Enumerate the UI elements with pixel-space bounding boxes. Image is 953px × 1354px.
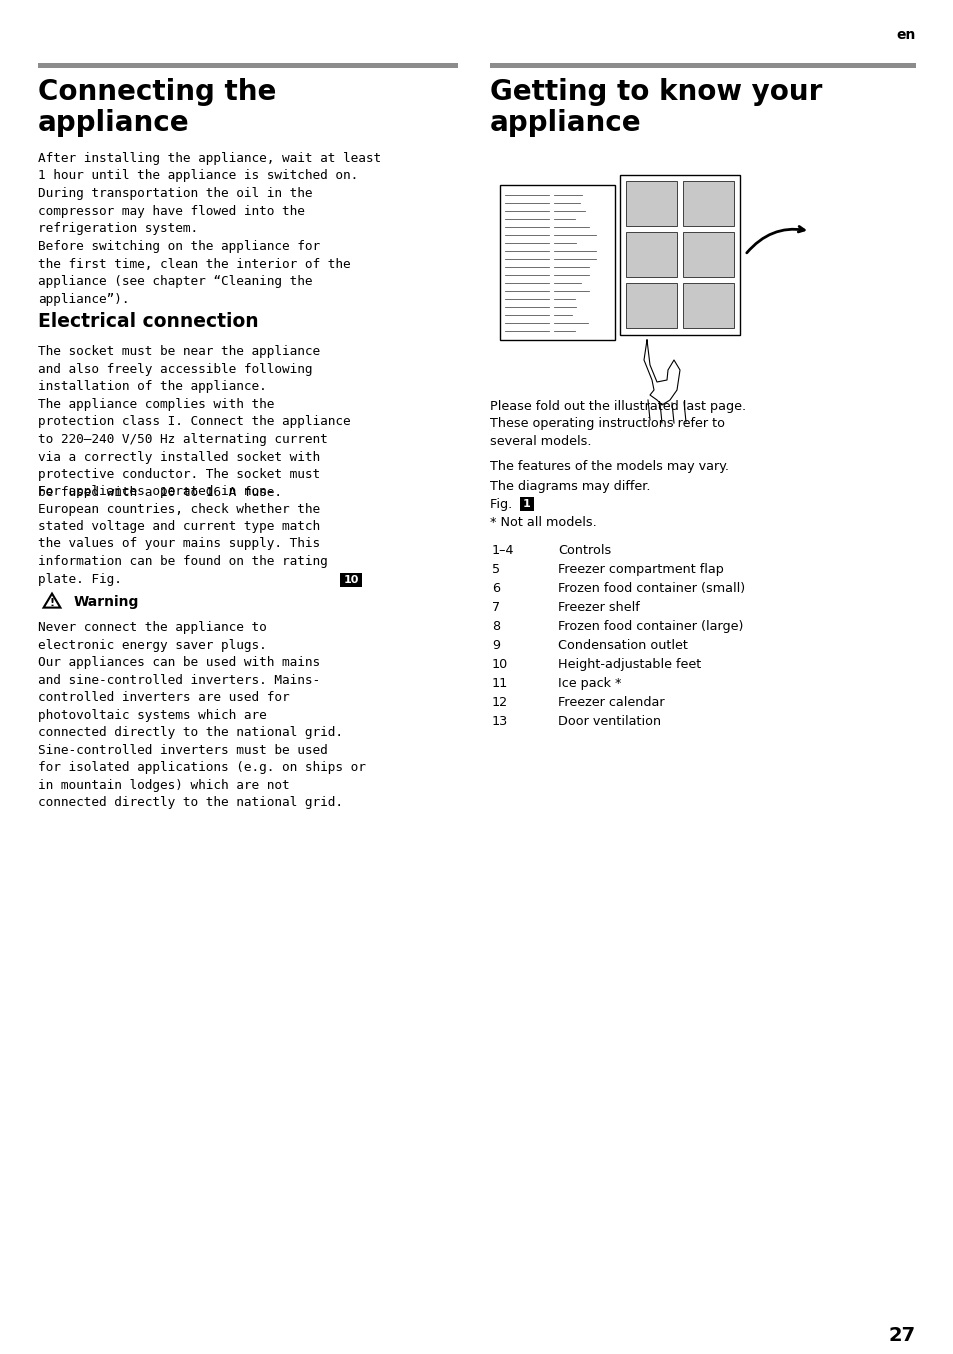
Text: 10: 10 [343, 575, 358, 585]
Text: Warning: Warning [74, 594, 139, 609]
Text: Frozen food container (large): Frozen food container (large) [558, 620, 742, 634]
Text: Door ventilation: Door ventilation [558, 715, 660, 728]
Bar [682, 283, 733, 328]
Bar [619, 175, 740, 334]
Text: 6: 6 [492, 582, 499, 594]
Text: The features of the models may vary.: The features of the models may vary. [490, 460, 728, 473]
Text: Connecting the
appliance: Connecting the appliance [38, 79, 276, 137]
Text: The appliance complies with the
protection class I. Connect the appliance
to 220: The appliance complies with the protecti… [38, 398, 351, 498]
Text: The socket must be near the appliance
and also freely accessible following
insta: The socket must be near the appliance an… [38, 345, 320, 393]
Text: Freezer compartment flap: Freezer compartment flap [558, 563, 723, 575]
Text: Freezer shelf: Freezer shelf [558, 601, 639, 613]
Text: Please fold out the illustrated last page.
These operating instructions refer to: Please fold out the illustrated last pag… [490, 399, 745, 448]
Text: 8: 8 [492, 620, 499, 634]
Bar [682, 181, 733, 226]
Text: 10: 10 [492, 658, 508, 672]
Text: 9: 9 [492, 639, 499, 653]
Text: 27: 27 [888, 1326, 915, 1345]
Text: Frozen food container (small): Frozen food container (small) [558, 582, 744, 594]
Bar [682, 232, 733, 278]
Bar [38, 64, 457, 68]
Text: Height-adjustable feet: Height-adjustable feet [558, 658, 700, 672]
Text: After installing the appliance, wait at least
1 hour until the appliance is swit: After installing the appliance, wait at … [38, 152, 381, 236]
Text: Freezer calendar: Freezer calendar [558, 696, 664, 709]
Text: Controls: Controls [558, 544, 611, 556]
Text: 11: 11 [492, 677, 508, 691]
Text: For appliances operated in non-
European countries, check whether the
stated vol: For appliances operated in non- European… [38, 485, 328, 585]
Bar [625, 232, 677, 278]
Text: Never connect the appliance to
electronic energy saver plugs.: Never connect the appliance to electroni… [38, 621, 267, 651]
Text: Before switching on the appliance for
the first time, clean the interior of the
: Before switching on the appliance for th… [38, 240, 351, 306]
Bar [519, 497, 534, 510]
Text: Electrical connection: Electrical connection [38, 311, 258, 330]
Text: 1: 1 [522, 500, 530, 509]
Text: 13: 13 [492, 715, 508, 728]
Text: 12: 12 [492, 696, 508, 709]
Text: Our appliances can be used with mains
and sine-controlled inverters. Mains-
cont: Our appliances can be used with mains an… [38, 655, 366, 808]
Text: en: en [896, 28, 915, 42]
Text: 7: 7 [492, 601, 499, 613]
Bar [339, 573, 361, 588]
Text: !: ! [50, 597, 54, 608]
Bar [625, 283, 677, 328]
Bar [625, 181, 677, 226]
Text: Fig.: Fig. [490, 498, 516, 510]
Text: Ice pack *: Ice pack * [558, 677, 620, 691]
Bar [499, 185, 615, 340]
Text: 5: 5 [492, 563, 499, 575]
Text: Condensation outlet: Condensation outlet [558, 639, 687, 653]
Bar [490, 64, 915, 68]
Text: * Not all models.: * Not all models. [490, 516, 597, 529]
Text: Getting to know your
appliance: Getting to know your appliance [490, 79, 821, 137]
Text: 1–4: 1–4 [492, 544, 514, 556]
Text: The diagrams may differ.: The diagrams may differ. [490, 481, 650, 493]
